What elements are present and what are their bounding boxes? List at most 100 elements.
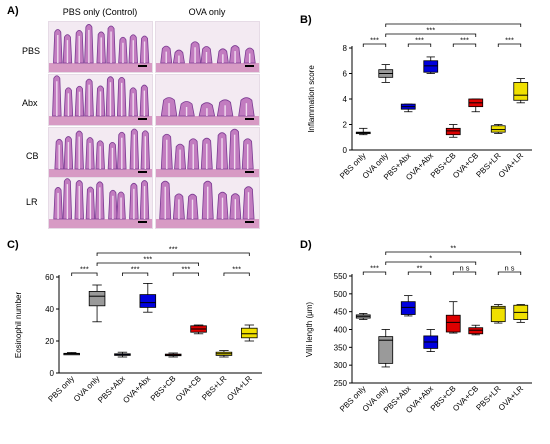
x-tick-label: PBS only <box>46 374 76 404</box>
box-pbs-abx <box>400 295 416 317</box>
significance-label: *** <box>80 265 89 274</box>
significance-label: *** <box>426 26 435 35</box>
box-body <box>139 294 157 308</box>
y-axis-label: Villi length (μm) <box>305 302 314 357</box>
histology-image-cb-control <box>48 127 153 179</box>
significance-label: *** <box>449 20 458 25</box>
box-body <box>423 60 439 73</box>
box-pbs-cb <box>164 352 182 358</box>
box-pbs-lr <box>490 124 506 134</box>
significance-label: n s <box>459 264 469 273</box>
significance-bracket: *** <box>362 36 387 47</box>
significance-bracket: ** <box>407 264 432 275</box>
histology-image-cb-ova <box>155 127 260 179</box>
y-tick-label: 4 <box>343 95 348 104</box>
box-body <box>468 327 484 335</box>
box-pbs-only <box>355 313 371 320</box>
box-pbs-cb <box>445 301 461 334</box>
box-ova-cb <box>190 324 207 335</box>
box-body <box>490 125 506 133</box>
box-ova-abx <box>423 329 439 353</box>
bracket-line <box>407 271 432 275</box>
significance-bracket: *** <box>362 264 387 275</box>
box-body <box>445 314 461 333</box>
y-tick-label: 400 <box>334 326 348 335</box>
significance-bracket: *** <box>407 36 432 47</box>
box-body <box>378 336 394 364</box>
significance-label: *** <box>505 36 514 45</box>
y-axis-label: Inflammation score <box>307 65 316 133</box>
box-ova-lr <box>513 78 529 104</box>
histology-image-abx-control <box>48 74 153 126</box>
box-ova-lr <box>513 304 529 323</box>
box-body <box>400 301 416 315</box>
box-pbs-lr <box>490 304 506 324</box>
significance-bracket: *** <box>223 265 250 276</box>
scale-bar <box>245 221 254 223</box>
significance-label: n s <box>504 264 514 273</box>
significance-bracket: *** <box>385 26 477 37</box>
significance-label: *** <box>143 255 152 264</box>
y-tick-label: 6 <box>343 70 348 79</box>
significance-bracket: *** <box>96 245 250 256</box>
box-ova-cb <box>468 98 484 113</box>
x-tick-label: PBS+CB <box>149 374 178 403</box>
box-ova-only <box>378 329 394 368</box>
box-body <box>445 127 461 136</box>
scale-bar <box>138 118 147 120</box>
bracket-line <box>223 272 250 276</box>
significance-bracket: n s <box>497 264 522 275</box>
x-tick-label: OVA+LR <box>497 384 526 413</box>
significance-label: *** <box>460 36 469 45</box>
box-body <box>513 82 529 101</box>
scale-bar <box>245 171 254 173</box>
bracket-line <box>385 251 522 255</box>
y-tick-label: 0 <box>343 146 348 155</box>
significance-bracket: *** <box>452 36 477 47</box>
histology-image-pbs-control <box>48 21 153 73</box>
panel-c-label: C) <box>7 239 19 251</box>
y-tick-label: 2 <box>343 121 348 130</box>
row-label-cb: CB <box>26 151 39 161</box>
y-tick-label: 40 <box>45 305 54 314</box>
y-tick-label: 500 <box>334 290 348 299</box>
scale-bar <box>138 65 147 67</box>
y-tick-label: 550 <box>334 272 348 281</box>
box-pbs-abx <box>400 103 416 113</box>
y-tick-label: 450 <box>334 308 348 317</box>
significance-bracket: n s <box>452 264 477 275</box>
y-tick-label: 60 <box>45 273 54 282</box>
panel-d-label: D) <box>300 239 312 251</box>
significance-label: * <box>429 254 432 263</box>
significance-bracket: *** <box>497 36 522 47</box>
histology-image-lr-ova <box>155 177 260 229</box>
x-tick-label: OVA+LR <box>497 151 526 180</box>
significance-bracket: *** <box>122 265 149 276</box>
bracket-line <box>385 33 477 37</box>
x-tick-label: OVA+CB <box>174 374 203 403</box>
scale-bar <box>138 171 147 173</box>
significance-label: ** <box>450 244 456 253</box>
bracket-line <box>96 262 199 266</box>
column-header-ova: OVA only <box>188 7 226 17</box>
box-body <box>241 327 258 339</box>
significance-bracket: * <box>385 254 477 265</box>
bracket-line <box>385 23 522 27</box>
row-label-abx: Abx <box>22 98 38 108</box>
bracket-line <box>71 272 98 276</box>
scale-bar <box>245 118 254 120</box>
scale-bar <box>245 65 254 67</box>
y-tick-label: 20 <box>45 337 54 346</box>
y-axis-label: Eosinophil number <box>14 292 23 359</box>
histology-image-lr-control <box>48 177 153 229</box>
box-pbs-only <box>63 352 80 356</box>
box-ova-only <box>378 64 394 83</box>
significance-bracket: *** <box>172 265 199 276</box>
significance-label: *** <box>415 36 424 45</box>
y-tick-label: 8 <box>343 44 348 53</box>
box-pbs-abx <box>114 351 131 358</box>
significance-bracket: *** <box>96 255 199 266</box>
y-tick-label: 250 <box>334 379 348 388</box>
